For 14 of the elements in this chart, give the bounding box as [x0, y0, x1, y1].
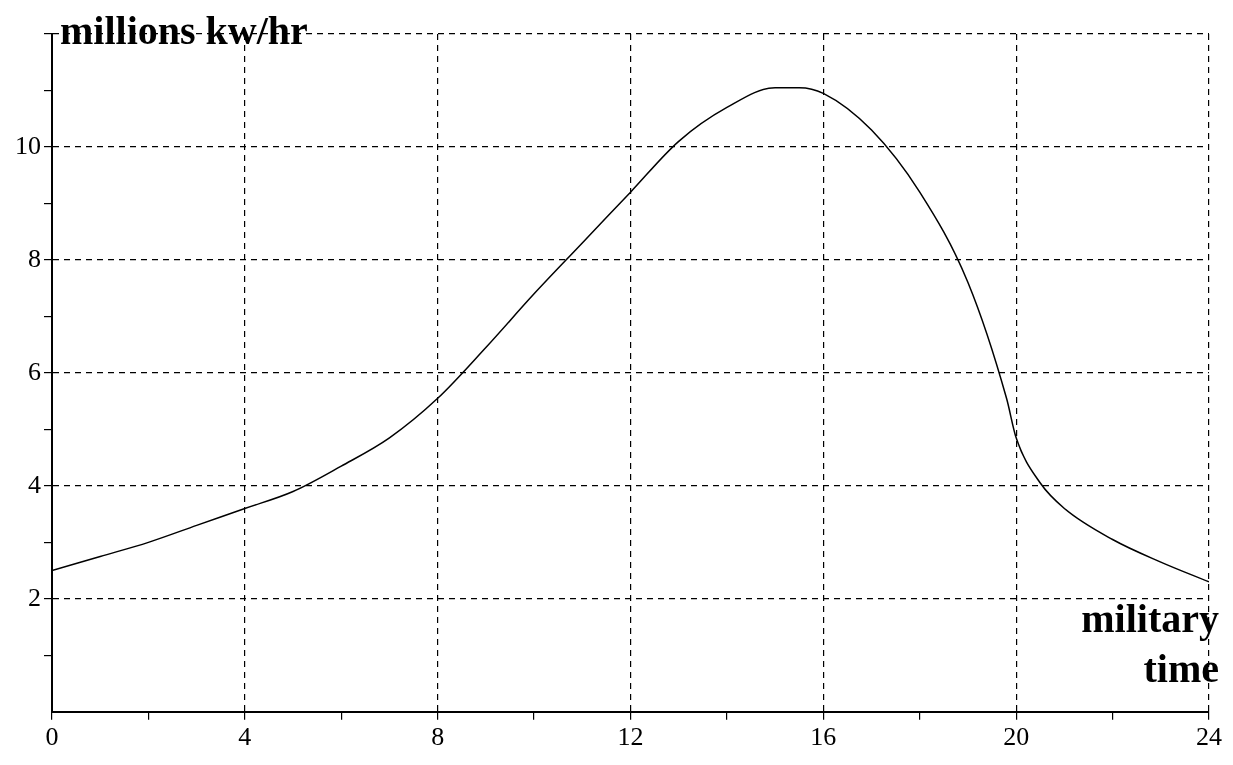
y-tick-label: 10 — [15, 130, 41, 160]
y-tick-label: 8 — [28, 243, 41, 273]
y-tick-label: 4 — [28, 469, 41, 499]
x-axis-title: military time — [1081, 595, 1219, 691]
x-tick-label: 0 — [45, 722, 59, 752]
x-tick-label: 20 — [1003, 722, 1030, 752]
x-tick-label: 8 — [431, 722, 445, 752]
y-tick-label: 2 — [28, 582, 41, 612]
x-tick-label: 24 — [1196, 722, 1222, 752]
x-tick-label: 4 — [238, 722, 252, 752]
y-tick-label: 6 — [28, 356, 41, 386]
x-tick-label: 12 — [617, 722, 644, 752]
y-axis-title: millions kw/hr — [60, 8, 308, 54]
x-tick-label: 16 — [810, 722, 837, 752]
